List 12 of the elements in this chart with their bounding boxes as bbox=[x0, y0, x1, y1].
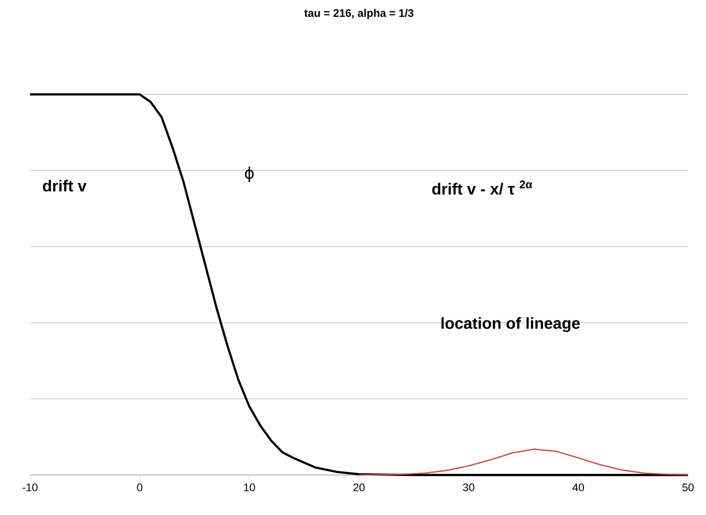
x-tick-label: 0 bbox=[137, 484, 142, 492]
x-tick-label: 30 bbox=[462, 484, 474, 492]
annotation: drift v bbox=[42, 180, 86, 192]
annotation: ϕ bbox=[244, 166, 254, 182]
x-tick-label: -10 bbox=[22, 484, 38, 492]
x-tick-label: 40 bbox=[572, 484, 584, 492]
annotation: location of lineage bbox=[441, 317, 580, 332]
chart-title: tau = 216, alpha = 1/3 bbox=[304, 8, 414, 20]
x-tick-label: 20 bbox=[353, 484, 365, 492]
annotation: drift v - x/ τ $^{2α}$ bbox=[432, 180, 532, 195]
x-tick-label: 50 bbox=[682, 484, 694, 492]
x-tick-label: 10 bbox=[244, 484, 255, 492]
